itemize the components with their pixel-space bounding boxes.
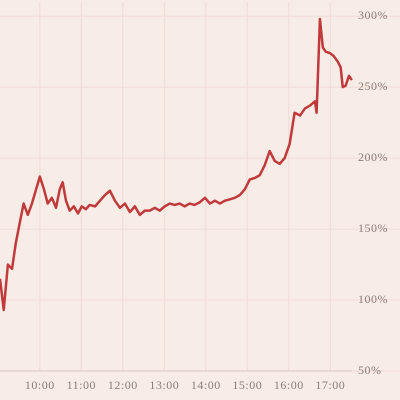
x-tick-label: 14:00 bbox=[191, 378, 221, 392]
y-tick-label: 150% bbox=[358, 221, 388, 235]
y-tick-label: 100% bbox=[358, 292, 388, 306]
y-tick-label: 200% bbox=[358, 150, 388, 164]
x-tick-label: 17:00 bbox=[315, 378, 345, 392]
y-tick-label: 50% bbox=[358, 363, 382, 377]
x-tick-label: 15:00 bbox=[232, 378, 262, 392]
x-tick-label: 10:00 bbox=[25, 378, 55, 392]
x-tick-label: 13:00 bbox=[149, 378, 179, 392]
line bbox=[0, 17, 353, 312]
x-tick-label: 11:00 bbox=[67, 378, 96, 392]
x-tick-label: 16:00 bbox=[274, 378, 304, 392]
y-tick-label: 250% bbox=[358, 79, 388, 93]
y-tick-label: 300% bbox=[358, 8, 388, 22]
x-tick-label: 12:00 bbox=[108, 378, 138, 392]
